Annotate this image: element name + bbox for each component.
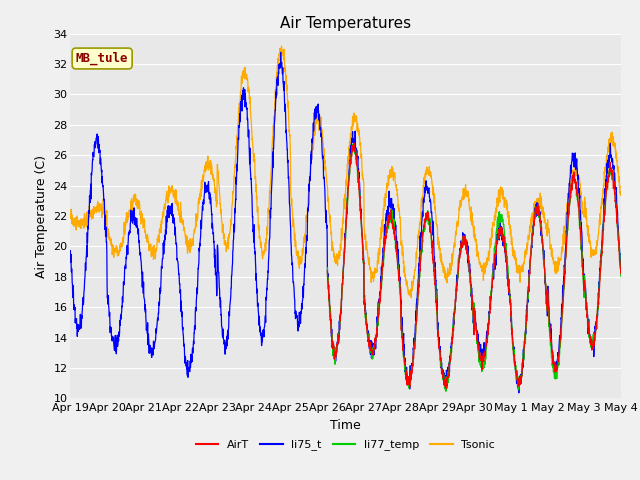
X-axis label: Time: Time [330, 419, 361, 432]
Y-axis label: Air Temperature (C): Air Temperature (C) [35, 155, 48, 277]
Title: Air Temperatures: Air Temperatures [280, 16, 411, 31]
Text: MB_tule: MB_tule [76, 52, 129, 65]
Legend: AirT, li75_t, li77_temp, Tsonic: AirT, li75_t, li77_temp, Tsonic [191, 435, 500, 455]
